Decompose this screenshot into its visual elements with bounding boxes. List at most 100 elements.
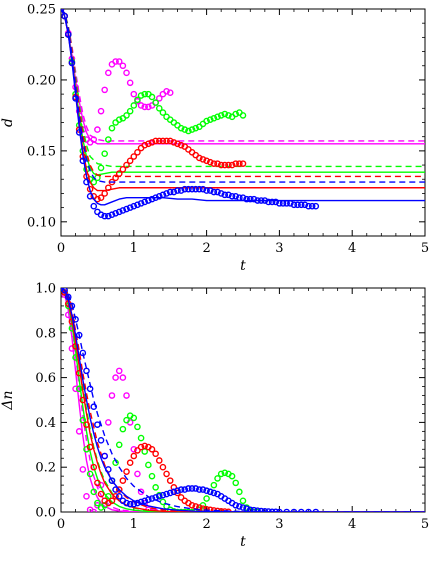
data-point [188,185,196,193]
data-point [130,102,138,109]
data-point [97,164,105,172]
data-point [137,488,145,496]
data-point [86,192,94,200]
data-area [61,288,425,512]
x-axis-label: t [240,534,246,550]
data-point [170,139,178,146]
data-point [75,385,83,393]
data-point [239,160,247,167]
data-point [148,93,156,101]
x-tick-label: 0 [57,517,65,532]
data-point [236,194,243,201]
data-point [123,392,130,399]
x-tick-label: 1 [130,517,138,532]
data-point [105,136,112,143]
data-point [119,166,127,173]
data-point [214,160,221,167]
data-point [134,423,141,431]
data-point [90,403,98,411]
data-point [141,442,149,450]
data-point [126,107,134,115]
marker-series [61,288,261,512]
data-point [228,161,236,169]
x-tick-label: 0 [57,241,65,256]
data-point [126,204,134,211]
data-point [297,201,305,209]
data-point [112,174,119,182]
data-point [192,485,199,492]
data-point [123,499,130,507]
data-point [94,421,101,428]
data-point [228,192,236,200]
data-point [83,421,90,428]
y-tick-label: 0.6 [35,371,56,386]
data-point [97,194,105,201]
x-tick-label: 3 [275,241,283,256]
data-point [228,472,236,480]
x-tick-label: 2 [202,241,210,256]
data-point [294,201,301,209]
data-point [101,150,108,158]
y-tick-label: 1.0 [35,282,56,297]
data-point [166,89,174,97]
data-point [112,486,119,493]
data-point [236,503,243,510]
data-point [126,459,134,467]
y-tick-label: 0.0 [35,506,56,521]
solid-series-line [61,288,425,512]
data-point [257,197,265,204]
data-point [115,208,123,216]
data-point [123,69,130,77]
marker-series [61,9,320,220]
data-point [90,136,98,143]
data-point [214,475,221,482]
data-point [112,58,119,65]
data-point [105,212,112,220]
y-tick-label: 0.15 [27,144,56,159]
data-point [155,137,163,145]
data-point [196,486,203,493]
data-point [61,12,68,20]
data-point [246,195,254,203]
data-point [159,491,167,499]
data-point [94,195,101,203]
data-point [305,202,312,210]
data-point [137,92,145,99]
data-point [90,463,98,471]
data-point [232,110,240,118]
x-axis-label: t [240,258,246,274]
dashed-series-line [61,288,425,512]
data-point [206,187,214,194]
data-point [119,62,127,70]
data-point [79,466,87,473]
data-point [137,102,145,109]
solid-series-line [61,9,425,206]
data-point [97,437,105,444]
data-point [86,385,94,393]
marker-series [61,9,247,186]
data-point [130,452,138,460]
data-point [130,414,138,422]
data-point [276,508,283,512]
data-point [97,107,105,115]
data-point [246,506,254,512]
data-point [148,472,156,480]
data-point [221,191,229,199]
data-point [174,487,181,495]
data-point [123,468,130,475]
data-point [166,188,174,196]
data-point [181,126,189,133]
x-tick-label: 1 [130,241,138,256]
solid-series-line [61,9,425,176]
marker-series [61,288,320,512]
data-point [145,461,152,469]
data-point [268,508,276,512]
data-point [170,188,178,196]
data-point [126,157,134,165]
data-point [137,200,145,207]
data-point [232,501,240,509]
data-point [152,494,159,501]
data-point [83,178,90,186]
data-point [148,445,156,453]
data-point [141,141,149,149]
